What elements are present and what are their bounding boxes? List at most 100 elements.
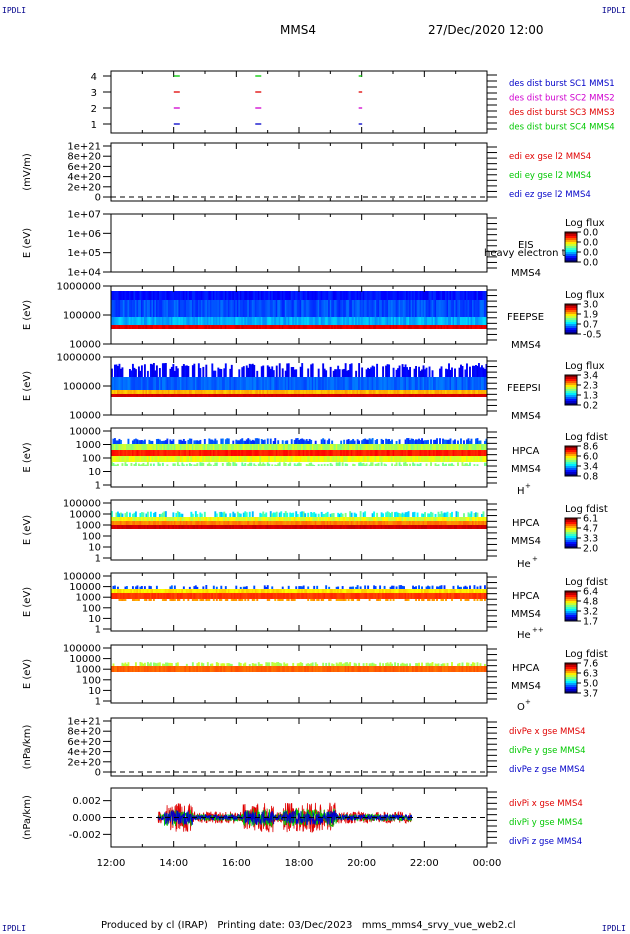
cbar-tick-label-hpca_o-3: 3.7 bbox=[583, 689, 598, 700]
ytick-label-edi-2: 6e+20 bbox=[67, 162, 101, 173]
cbar-tick-label-feepse-2: 0.7 bbox=[583, 320, 598, 331]
ytick-label-divpe-5: 0 bbox=[95, 768, 101, 779]
cbar-cell-hpca_h bbox=[565, 448, 577, 451]
ylabel-hpca_hepp: E (eV) bbox=[22, 587, 33, 617]
legend-divpi-1: divPi y gse MMS4 bbox=[509, 818, 583, 828]
corner-label-bl: IPDLI bbox=[2, 924, 27, 933]
ytick-label-burst-2: 2 bbox=[91, 104, 97, 115]
cbar-cell-hpca_o bbox=[565, 673, 577, 676]
spectrogram-feepse bbox=[111, 291, 488, 329]
label-top-hpca_h: HPCA bbox=[512, 446, 540, 457]
cbar-tick-label-feepse-1: 1.9 bbox=[583, 310, 598, 321]
cbar-cell-hpca_hepp bbox=[565, 605, 577, 608]
ytick-label-hpca_o-0: 100000 bbox=[63, 644, 101, 655]
ytick-label-hpca_o-4: 10 bbox=[88, 686, 101, 697]
cbar-cell-hpca_hepp bbox=[565, 619, 577, 622]
cbar-cell-feepsi bbox=[565, 393, 577, 396]
ytick-label-divpi-2: -0.002 bbox=[69, 830, 101, 841]
cbar-cell-feepse bbox=[565, 308, 577, 311]
legend-burst-2: des dist burst SC3 MMS3 bbox=[509, 108, 615, 118]
species-hpca_o: O bbox=[517, 702, 525, 713]
ytick-label-feepse-0: 1000000 bbox=[56, 282, 101, 293]
label-mid-eis: heavy electron to bbox=[484, 248, 572, 259]
label-mid-hpca_h: MMS4 bbox=[511, 464, 541, 475]
cbar-cell-hpca_he bbox=[565, 546, 577, 549]
label-mid-hpca_o: MMS4 bbox=[511, 681, 541, 692]
cbar-cell-hpca_o bbox=[565, 675, 577, 678]
ytick-label-feepsi-2: 10000 bbox=[69, 411, 101, 422]
cbar-cell-hpca_h bbox=[565, 454, 577, 457]
label-bot-feepse: MMS4 bbox=[511, 340, 541, 351]
cbar-tick-label-hpca_he-3: 2.0 bbox=[583, 544, 598, 555]
label-top-feepsi: FEEPSI bbox=[507, 383, 541, 394]
cbar-cell-hpca_he bbox=[565, 518, 577, 521]
ytick-label-divpe-3: 4e+20 bbox=[67, 747, 101, 758]
cbar-cell-hpca_hepp bbox=[565, 609, 577, 612]
cbar-cell-feepsi bbox=[565, 391, 577, 394]
legend-divpe-0: divPe x gse MMS4 bbox=[509, 727, 586, 737]
label-mid-hpca_hepp: MMS4 bbox=[511, 609, 541, 620]
cbar-cell-hpca_o bbox=[565, 687, 577, 690]
ylabel-hpca_h: E (eV) bbox=[22, 442, 33, 472]
cbar-cell-hpca_hepp bbox=[565, 615, 577, 618]
cbar-cell-hpca_h bbox=[565, 458, 577, 461]
ytick-label-hpca_hepp-3: 100 bbox=[82, 603, 101, 614]
cbar-tick-label-feepsi-1: 2.3 bbox=[583, 381, 598, 392]
spectrogram-feepsi bbox=[111, 363, 488, 397]
cbar-tick-label-hpca_h-0: 8.6 bbox=[583, 442, 598, 453]
ytick-label-divpi-1: 0.000 bbox=[72, 813, 101, 824]
cbar-tick-label-hpca_he-0: 6.1 bbox=[583, 514, 598, 525]
cbar-tick-label-hpca_hepp-1: 4.8 bbox=[583, 597, 598, 608]
cbar-cell-hpca_he bbox=[565, 540, 577, 543]
legend-edi-1: edi ey gse l2 MMS4 bbox=[509, 171, 591, 181]
cbar-frame-feepse bbox=[564, 303, 578, 335]
spectrogram-hpca_o bbox=[111, 662, 488, 672]
ytick-label-hpca_h-3: 10 bbox=[88, 467, 101, 478]
legend-divpi-0: divPi x gse MMS4 bbox=[509, 799, 583, 809]
panel-eis bbox=[110, 213, 497, 273]
panel-frame-hpca_o bbox=[110, 644, 488, 704]
cbar-cell-eis bbox=[565, 238, 577, 241]
panel-frame-hpca_hepp bbox=[110, 572, 488, 632]
cbar-title-hpca_hepp: Log fdist bbox=[565, 577, 608, 588]
cbar-cell-eis bbox=[565, 258, 577, 261]
cbar-cell-eis bbox=[565, 240, 577, 243]
cbar-cell-hpca_h bbox=[565, 474, 577, 477]
corner-label-tl: IPDLI bbox=[2, 6, 27, 15]
ytick-label-hpca_hepp-0: 100000 bbox=[63, 572, 101, 583]
ylabel-feepsi: E (eV) bbox=[22, 371, 33, 401]
cbar-cell-feepsi bbox=[565, 385, 577, 388]
cbar-tick-label-hpca_he-1: 4.7 bbox=[583, 524, 598, 535]
ytick-label-edi-0: 1e+21 bbox=[67, 142, 101, 153]
ytick-label-eis-0: 1e+07 bbox=[67, 210, 101, 221]
ytick-label-hpca_hepp-2: 1000 bbox=[76, 593, 101, 604]
cbar-tick-label-eis-2: 0.0 bbox=[583, 248, 598, 259]
cbar-cell-hpca_h bbox=[565, 468, 577, 471]
cbar-cell-hpca_hepp bbox=[565, 607, 577, 610]
cbar-frame-hpca_h bbox=[564, 445, 578, 477]
spectrogram-hpca_hepp bbox=[111, 585, 488, 601]
ytick-label-feepsi-0: 1000000 bbox=[56, 353, 101, 364]
footer-credit: Produced by cl (IRAP) Printing date: 03/… bbox=[101, 920, 516, 931]
cbar-cell-hpca_o bbox=[565, 679, 577, 682]
cbar-tick-label-eis-1: 0.0 bbox=[583, 238, 598, 249]
cbar-cell-hpca_he bbox=[565, 538, 577, 541]
cbar-tick-label-hpca_o-1: 6.3 bbox=[583, 669, 598, 680]
panel-frame-burst bbox=[110, 70, 488, 134]
cbar-cell-hpca_o bbox=[565, 667, 577, 670]
divpi-series-z bbox=[157, 808, 413, 826]
panel-divpe bbox=[110, 717, 497, 777]
cbar-cell-hpca_o bbox=[565, 685, 577, 688]
cbar-cell-hpca_h bbox=[565, 470, 577, 473]
cbar-tick-label-feepsi-2: 1.3 bbox=[583, 391, 598, 402]
cbar-tick-label-hpca_hepp-2: 3.2 bbox=[583, 607, 598, 618]
panel-hpca_hepp bbox=[110, 572, 497, 632]
label-bot-feepsi: MMS4 bbox=[511, 411, 541, 422]
cbar-cell-hpca_h bbox=[565, 446, 577, 449]
cbar-cell-hpca_o bbox=[565, 689, 577, 692]
cbar-cell-feepsi bbox=[565, 389, 577, 392]
ytick-label-hpca_h-2: 100 bbox=[82, 454, 101, 465]
cbar-cell-eis bbox=[565, 252, 577, 255]
cbar-cell-eis bbox=[565, 232, 577, 235]
xtick-label-4: 20:00 bbox=[347, 858, 376, 869]
